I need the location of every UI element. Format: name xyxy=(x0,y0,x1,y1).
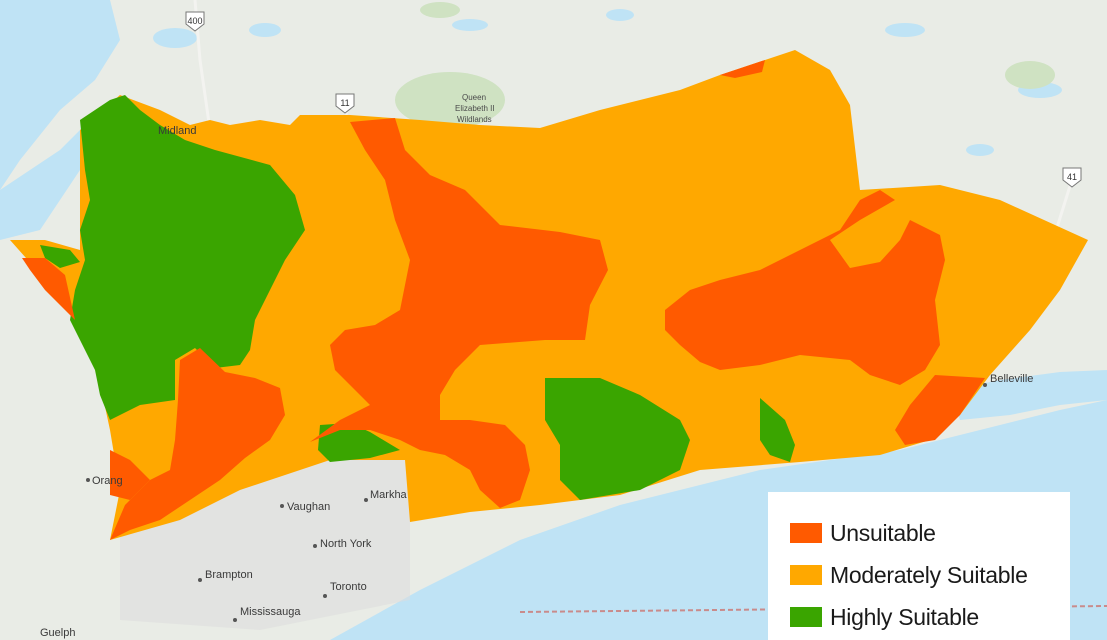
highway-41-label: 41 xyxy=(1067,172,1077,182)
lake xyxy=(966,144,994,156)
place-label-north-york: North York xyxy=(320,538,372,550)
place-label-belleville: Belleville xyxy=(990,373,1033,385)
unsuitable-region-west-small[interactable] xyxy=(110,450,150,500)
city-marker xyxy=(280,504,284,508)
legend-item-highly-suitable: Highly Suitable xyxy=(790,596,1070,638)
highly-suitable-region-west-edge[interactable] xyxy=(40,245,80,268)
lake xyxy=(606,9,634,21)
highly-suitable-region-east[interactable] xyxy=(760,398,795,462)
place-label-toronto: Toronto xyxy=(330,581,367,593)
city-marker xyxy=(86,478,90,482)
place-label-midland: Midland xyxy=(158,125,197,137)
legend-item-unsuitable: Unsuitable xyxy=(790,512,1070,554)
highway-400-shield: 400 xyxy=(185,11,205,32)
place-label-elizabeth: Elizabeth II xyxy=(455,104,495,113)
place-label-guelph: Guelph xyxy=(40,627,75,639)
highway-11-shield: 11 xyxy=(335,93,355,114)
place-label-mississauga: Mississauga xyxy=(240,606,301,618)
legend-label-highly-suitable: Highly Suitable xyxy=(830,603,979,630)
place-label-orangeville: Orang xyxy=(92,475,123,487)
city-marker xyxy=(313,544,317,548)
highly-suitable-region-south[interactable] xyxy=(545,378,690,500)
highly-suitable-region-west[interactable] xyxy=(70,95,305,420)
city-marker xyxy=(198,578,202,582)
city-marker xyxy=(983,383,987,387)
unsuitable-region-southwest[interactable] xyxy=(110,348,285,540)
place-label-queen: Queen xyxy=(462,93,486,102)
city-marker xyxy=(233,618,237,622)
unsuitable-region-west-edge[interactable] xyxy=(22,258,75,320)
highway-400-label: 400 xyxy=(187,16,202,26)
place-label-brampton: Brampton xyxy=(205,569,253,581)
georgian-bay xyxy=(0,0,120,190)
bay-water xyxy=(0,120,90,240)
lake xyxy=(452,19,488,31)
legend-label-unsuitable: Unsuitable xyxy=(830,519,936,546)
park-area xyxy=(395,72,505,128)
lake xyxy=(885,23,925,37)
bay-of-quinte xyxy=(950,370,1107,420)
park-area xyxy=(1005,61,1055,89)
city-marker xyxy=(364,498,368,502)
unsuitable-region-central[interactable] xyxy=(310,118,608,508)
legend-swatch-unsuitable xyxy=(790,523,822,543)
lake xyxy=(249,23,281,37)
map-legend: Unsuitable Moderately Suitable Highly Su… xyxy=(768,492,1070,640)
park-area xyxy=(420,2,460,18)
unsuitable-region-north[interactable] xyxy=(720,60,765,78)
legend-swatch-moderately-suitable xyxy=(790,565,822,585)
place-label-wildlands: Wildlands xyxy=(457,115,492,124)
highway-41-shield: 41 xyxy=(1062,167,1082,188)
unsuitable-region-east[interactable] xyxy=(665,190,945,385)
place-label-markham: Markha xyxy=(370,489,408,501)
highway-11-label: 11 xyxy=(340,98,349,108)
legend-item-moderately-suitable: Moderately Suitable xyxy=(790,554,1070,596)
unsuitable-region-southeast[interactable] xyxy=(895,375,985,445)
place-label-vaughan: Vaughan xyxy=(287,501,330,513)
legend-swatch-highly-suitable xyxy=(790,607,822,627)
lake xyxy=(153,28,197,48)
highly-suitable-region-small[interactable] xyxy=(318,423,400,462)
legend-label-moderately-suitable: Moderately Suitable xyxy=(830,561,1028,588)
city-marker xyxy=(323,594,327,598)
